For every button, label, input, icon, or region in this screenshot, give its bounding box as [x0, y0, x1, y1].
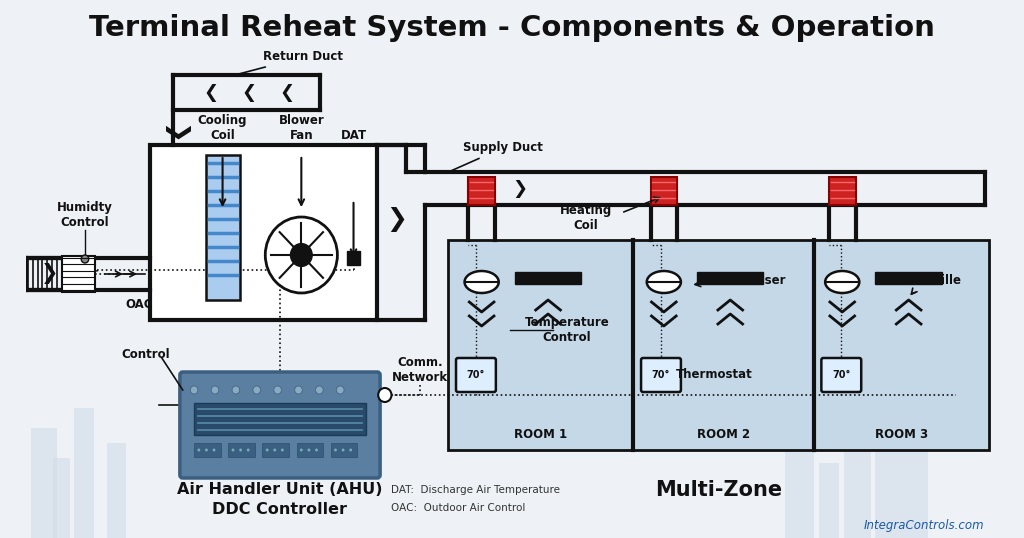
Circle shape	[240, 449, 242, 451]
Circle shape	[315, 386, 324, 394]
FancyBboxPatch shape	[641, 358, 681, 392]
Text: Blower
Fan: Blower Fan	[279, 114, 325, 142]
Circle shape	[253, 386, 260, 394]
Text: OAC: OAC	[126, 299, 154, 312]
Circle shape	[349, 449, 352, 451]
Circle shape	[295, 386, 302, 394]
Text: ❯: ❯	[512, 180, 527, 197]
Text: ❮: ❮	[204, 83, 219, 102]
Text: Supply Duct: Supply Duct	[451, 141, 543, 171]
Text: Multi-Zone: Multi-Zone	[655, 480, 782, 500]
FancyBboxPatch shape	[195, 443, 221, 457]
FancyBboxPatch shape	[650, 177, 677, 205]
FancyBboxPatch shape	[844, 418, 870, 538]
Circle shape	[342, 449, 344, 451]
Circle shape	[300, 449, 303, 451]
Text: Humidty
Control: Humidty Control	[57, 201, 113, 229]
FancyBboxPatch shape	[876, 272, 942, 284]
Text: ❯: ❯	[386, 208, 407, 232]
FancyBboxPatch shape	[814, 240, 989, 450]
FancyBboxPatch shape	[899, 433, 928, 538]
Text: Temperature
Control: Temperature Control	[524, 316, 609, 344]
FancyBboxPatch shape	[195, 403, 366, 435]
Text: ❮: ❮	[280, 83, 295, 102]
Circle shape	[291, 244, 312, 266]
Text: DAT:  Discharge Air Temperature: DAT: Discharge Air Temperature	[391, 485, 560, 495]
FancyBboxPatch shape	[106, 443, 126, 538]
Circle shape	[273, 386, 282, 394]
Text: Control: Control	[121, 349, 170, 362]
FancyBboxPatch shape	[297, 443, 324, 457]
FancyBboxPatch shape	[449, 240, 634, 450]
Ellipse shape	[647, 271, 681, 293]
Circle shape	[213, 449, 215, 451]
FancyBboxPatch shape	[876, 448, 899, 538]
FancyBboxPatch shape	[180, 372, 380, 478]
FancyBboxPatch shape	[331, 443, 357, 457]
FancyBboxPatch shape	[456, 358, 496, 392]
FancyBboxPatch shape	[31, 428, 57, 538]
Text: ❯: ❯	[41, 264, 58, 285]
FancyBboxPatch shape	[74, 408, 94, 538]
Text: ❮: ❮	[242, 83, 257, 102]
FancyBboxPatch shape	[785, 438, 814, 538]
FancyBboxPatch shape	[62, 256, 95, 292]
Circle shape	[247, 449, 250, 451]
Circle shape	[337, 386, 344, 394]
FancyBboxPatch shape	[697, 272, 764, 284]
FancyBboxPatch shape	[262, 443, 289, 457]
Circle shape	[232, 386, 240, 394]
FancyBboxPatch shape	[821, 358, 861, 392]
Text: Return Grille: Return Grille	[876, 273, 961, 287]
Ellipse shape	[465, 271, 499, 293]
Text: ❯: ❯	[825, 180, 841, 197]
Text: DAT: DAT	[340, 129, 367, 142]
Circle shape	[378, 388, 391, 402]
Circle shape	[211, 386, 219, 394]
FancyBboxPatch shape	[634, 240, 814, 450]
Circle shape	[281, 449, 284, 451]
Text: ❯: ❯	[161, 124, 185, 145]
FancyBboxPatch shape	[818, 463, 840, 538]
FancyBboxPatch shape	[52, 458, 70, 538]
Text: IntegraControls.com: IntegraControls.com	[864, 519, 985, 532]
Text: ROOM 1: ROOM 1	[514, 428, 567, 442]
FancyBboxPatch shape	[468, 177, 495, 205]
Circle shape	[265, 217, 337, 293]
Circle shape	[81, 255, 89, 263]
Text: DDC Controller: DDC Controller	[212, 502, 347, 518]
Text: 70°: 70°	[833, 370, 851, 380]
Text: 70°: 70°	[467, 370, 485, 380]
Text: Thermostat: Thermostat	[676, 369, 753, 381]
Circle shape	[315, 449, 317, 451]
Text: Heating
Coil: Heating Coil	[560, 204, 612, 232]
Text: Air Diffuser: Air Diffuser	[709, 273, 785, 287]
Circle shape	[190, 386, 198, 394]
Text: ❯: ❯	[664, 180, 679, 197]
FancyBboxPatch shape	[347, 251, 360, 265]
Text: ROOM 3: ROOM 3	[874, 428, 928, 442]
Circle shape	[273, 449, 276, 451]
Circle shape	[266, 449, 268, 451]
Circle shape	[334, 449, 337, 451]
FancyBboxPatch shape	[515, 272, 582, 284]
Text: 70°: 70°	[652, 370, 670, 380]
Text: Return Duct: Return Duct	[238, 51, 343, 74]
FancyBboxPatch shape	[207, 155, 240, 300]
Text: Air Handler Unit (AHU): Air Handler Unit (AHU)	[177, 483, 382, 498]
Text: ROOM 2: ROOM 2	[697, 428, 751, 442]
Text: Cooling
Coil: Cooling Coil	[198, 114, 248, 142]
FancyBboxPatch shape	[150, 145, 377, 320]
Circle shape	[198, 449, 201, 451]
Ellipse shape	[825, 271, 859, 293]
Circle shape	[307, 449, 310, 451]
Text: OAC:  Outdoor Air Control: OAC: Outdoor Air Control	[391, 503, 526, 513]
Circle shape	[231, 449, 234, 451]
Text: Terminal Reheat System - Components & Operation: Terminal Reheat System - Components & Op…	[89, 14, 935, 42]
Circle shape	[205, 449, 208, 451]
FancyBboxPatch shape	[829, 177, 855, 205]
FancyBboxPatch shape	[228, 443, 255, 457]
Text: Comm.
Network: Comm. Network	[392, 356, 449, 384]
